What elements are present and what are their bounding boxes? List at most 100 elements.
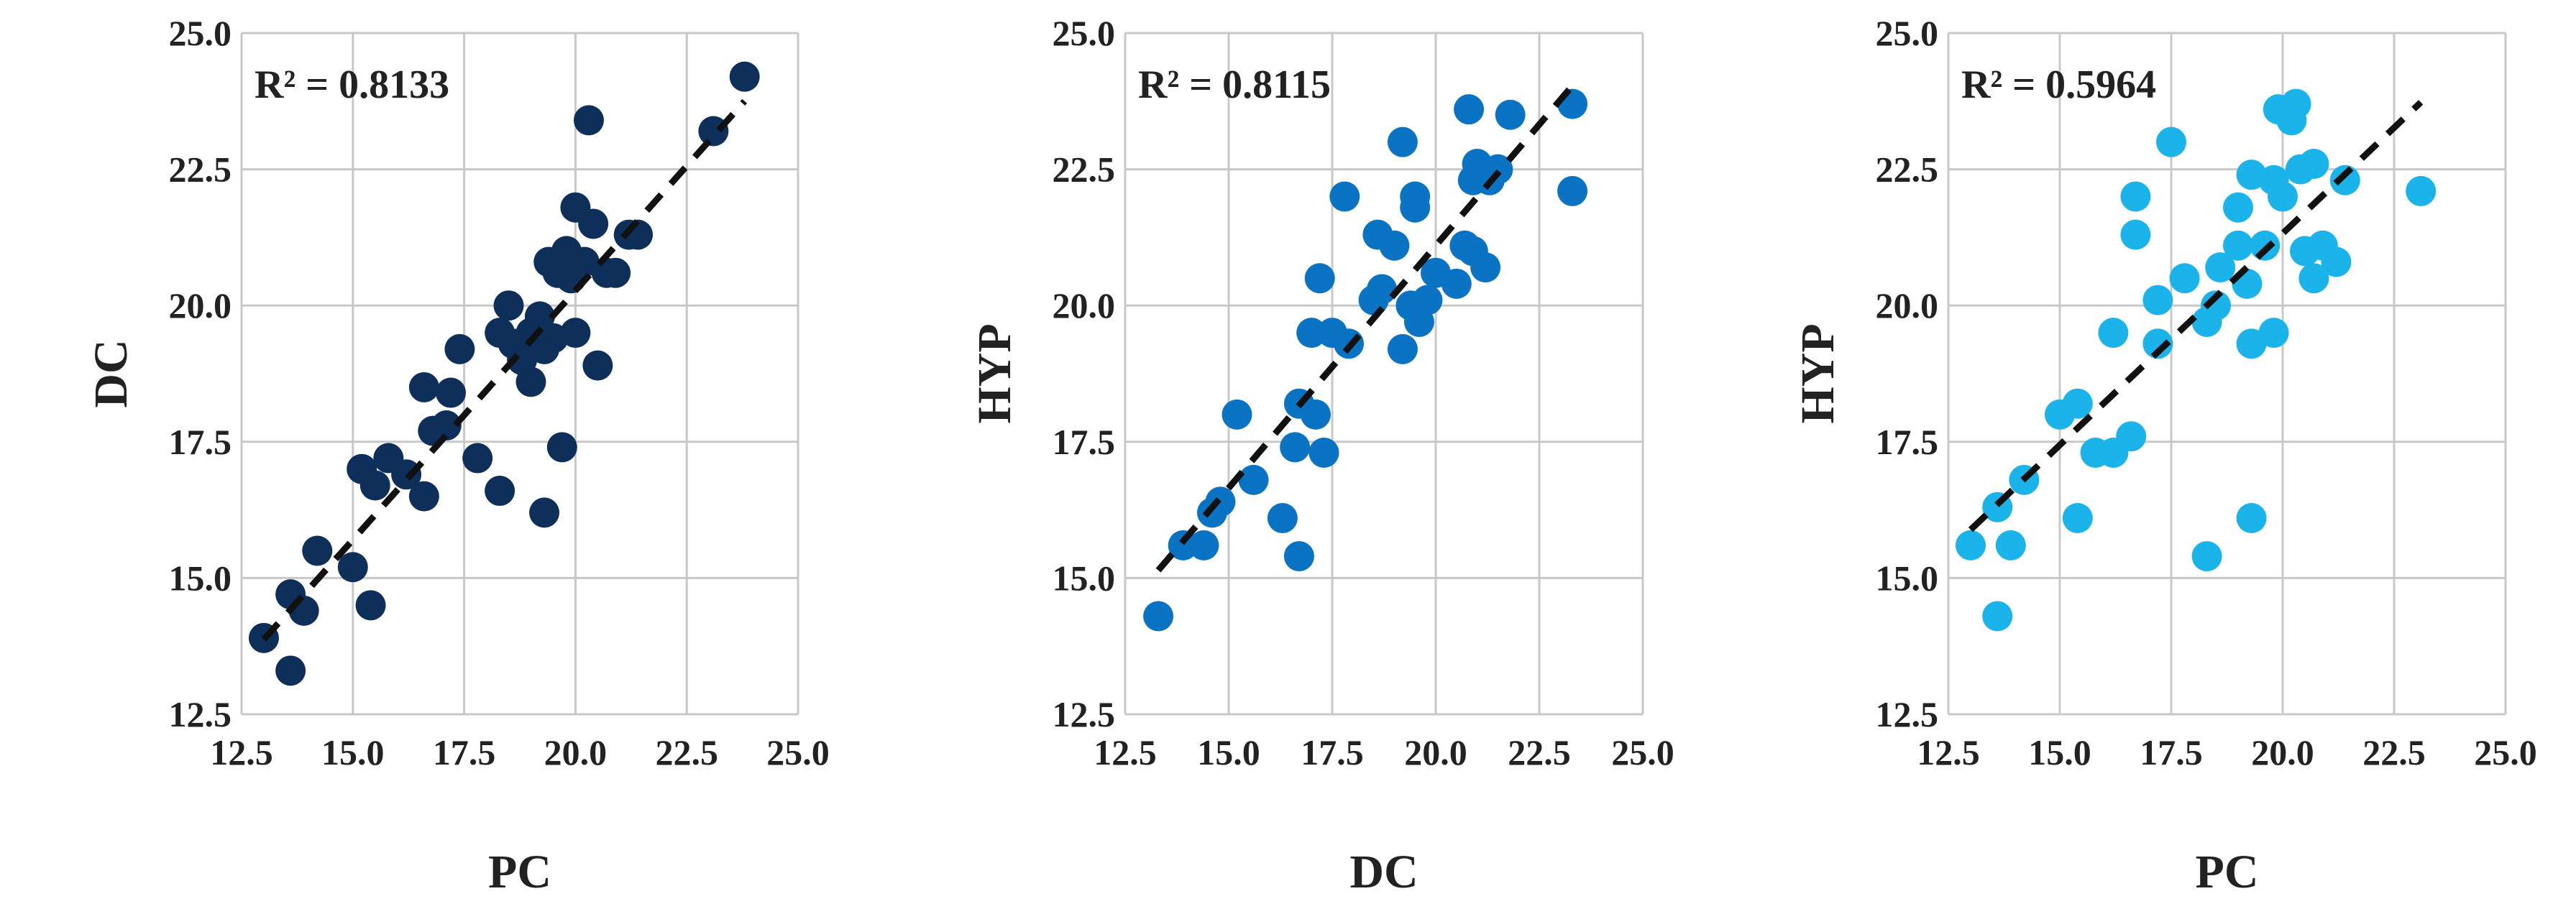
y-tick-label: 25.0: [169, 13, 232, 53]
point: [1367, 274, 1398, 305]
point: [1300, 399, 1331, 430]
point: [1400, 192, 1431, 223]
point: [2298, 263, 2329, 294]
point: [2120, 219, 2151, 250]
point: [2236, 502, 2267, 533]
y-axis-label: HYP: [1792, 323, 1844, 423]
x-axis-label: PC: [2196, 846, 2259, 898]
point: [1379, 230, 1410, 261]
point: [578, 208, 609, 239]
point: [538, 323, 569, 354]
y-tick-label: 15.0: [1053, 558, 1116, 598]
point: [1457, 236, 1488, 267]
point: [1304, 263, 1335, 294]
point: [1143, 601, 1174, 632]
x-tick-label: 20.0: [1404, 732, 1467, 772]
x-tick-label: 25.0: [766, 732, 830, 772]
point: [1495, 99, 1526, 130]
point: [1441, 268, 1472, 299]
point: [2236, 328, 2267, 359]
point: [573, 105, 604, 136]
x-tick-label: 22.5: [655, 732, 718, 772]
y-tick-label: 22.5: [169, 149, 232, 190]
point: [2062, 388, 2093, 419]
x-tick-label: 12.5: [1094, 732, 1157, 772]
point: [1995, 530, 2026, 560]
y-tick-label: 20.0: [1053, 285, 1116, 326]
point: [1188, 530, 1219, 560]
point: [2169, 263, 2200, 294]
point: [355, 590, 386, 621]
trend-line: [261, 98, 748, 642]
annotation: R² = 0.8133: [255, 63, 449, 107]
x-tick-label: 20.0: [2251, 732, 2314, 772]
point: [444, 333, 475, 364]
x-tick-label: 25.0: [1611, 732, 1674, 772]
point: [1280, 432, 1311, 463]
x-tick-label: 17.5: [1301, 732, 1364, 772]
point: [1267, 502, 1298, 533]
y-tick-label: 20.0: [1876, 285, 1939, 326]
point: [275, 655, 306, 686]
point: [359, 470, 390, 501]
annotation: R² = 0.8115: [1138, 63, 1331, 107]
point: [546, 432, 577, 463]
point: [507, 345, 538, 376]
point: [1168, 530, 1198, 560]
x-tick-label: 17.5: [433, 732, 496, 772]
point: [1329, 181, 1360, 212]
y-tick-label: 17.5: [169, 422, 232, 462]
x-tick-label: 15.0: [2028, 732, 2091, 772]
y-tick-label: 12.5: [169, 694, 232, 734]
x-tick-label: 20.0: [544, 732, 608, 772]
point: [1238, 464, 1269, 495]
point: [2258, 318, 2289, 349]
point: [524, 301, 555, 332]
y-tick-label: 12.5: [1876, 694, 1939, 734]
point: [462, 443, 493, 474]
x-axis-label: PC: [488, 846, 551, 898]
x-tick-label: 12.5: [210, 732, 273, 772]
point: [1454, 94, 1485, 125]
y-tick-label: 17.5: [1053, 422, 1116, 462]
point: [729, 61, 760, 92]
point: [2156, 126, 2186, 157]
point: [2205, 252, 2236, 283]
x-tick-label: 22.5: [1508, 732, 1571, 772]
point: [408, 481, 439, 512]
point: [2098, 318, 2129, 349]
point: [408, 372, 439, 402]
point: [2201, 290, 2231, 321]
point: [1557, 175, 1588, 206]
point: [1982, 601, 2013, 632]
x-tick-label: 25.0: [2474, 732, 2537, 772]
y-tick-label: 25.0: [1053, 13, 1116, 53]
point: [2116, 421, 2147, 452]
point: [1387, 333, 1418, 364]
y-tick-label: 15.0: [169, 558, 232, 598]
point: [2321, 246, 2352, 277]
x-tick-label: 22.5: [2362, 732, 2426, 772]
y-tick-label: 15.0: [1876, 558, 1939, 598]
point: [2250, 230, 2281, 261]
point: [1956, 530, 1986, 560]
point: [2281, 88, 2311, 119]
x-axis-label: DC: [1349, 846, 1418, 898]
y-tick-label: 25.0: [1876, 13, 1939, 53]
y-tick-label: 17.5: [1876, 422, 1939, 462]
point: [2120, 181, 2151, 212]
trend-line: [1155, 83, 1575, 573]
point: [2223, 192, 2253, 223]
point: [485, 476, 515, 507]
point: [600, 257, 631, 288]
point: [431, 410, 462, 441]
x-tick-label: 15.0: [1197, 732, 1260, 772]
point: [1412, 285, 1443, 315]
point: [337, 552, 368, 583]
point: [2406, 175, 2437, 206]
point: [582, 350, 613, 381]
y-tick-label: 22.5: [1876, 149, 1939, 190]
x-tick-label: 17.5: [2140, 732, 2203, 772]
